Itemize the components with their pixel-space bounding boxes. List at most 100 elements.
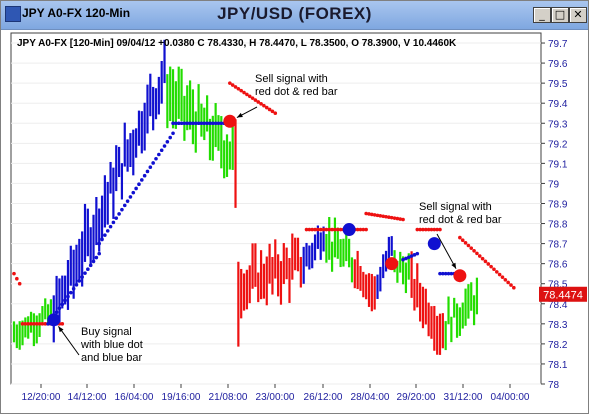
window-title: JPY A0-FX 120-Min xyxy=(22,6,131,20)
stop-dot xyxy=(12,271,16,276)
stop-dot xyxy=(483,259,488,264)
stop-dot xyxy=(372,213,377,217)
stop-dot xyxy=(137,182,141,186)
stop-dot xyxy=(256,100,261,104)
stop-dot xyxy=(503,278,508,282)
sell-signal-dot xyxy=(453,269,467,283)
stop-dot xyxy=(213,121,218,126)
maximize-button[interactable]: □ xyxy=(551,7,569,23)
stop-dot xyxy=(247,94,252,99)
x-tick-label: 16/04:00 xyxy=(115,392,154,403)
stop-dot xyxy=(506,280,510,285)
y-tick-label: 78.3 xyxy=(548,320,568,331)
stop-dot xyxy=(66,294,70,299)
stop-dot xyxy=(57,306,62,311)
y-tick-label: 79.1 xyxy=(548,159,568,170)
stop-dot xyxy=(23,322,28,326)
y-tick-label: 78.1 xyxy=(548,360,568,371)
x-axis: 12/20:00 14/12:00 16/04:00 19/16:00 21/08:00… xyxy=(22,384,530,403)
stop-dot xyxy=(208,121,212,126)
stop-dot xyxy=(381,214,386,219)
stop-dot xyxy=(435,227,439,232)
stop-dot xyxy=(321,227,326,232)
stop-dot xyxy=(168,135,172,140)
x-tick-label: 26/12:00 xyxy=(304,392,343,403)
stop-dot xyxy=(86,267,90,272)
stop-dot xyxy=(500,275,505,279)
stop-dot xyxy=(15,276,19,281)
stop-dot xyxy=(389,215,394,220)
stop-dot xyxy=(512,285,516,290)
stop-dot xyxy=(307,227,312,232)
stop-dot xyxy=(333,227,337,232)
title-bar[interactable]: JPY A0-FX 120-Min JPY/USD (FOREX) _ □ ✕ xyxy=(1,1,588,30)
stop-dot xyxy=(174,121,178,126)
stop-dot xyxy=(83,271,87,275)
stop-dot xyxy=(140,178,144,182)
annotation-arrowhead xyxy=(58,326,64,333)
y-tick-label: 78.7 xyxy=(548,240,568,251)
stop-dot xyxy=(40,322,45,326)
stop-dot xyxy=(267,107,272,112)
y-tick-label: 79.5 xyxy=(548,79,568,90)
stop-dot xyxy=(54,310,59,314)
x-tick-label: 21/08:00 xyxy=(209,392,248,403)
stop-dot xyxy=(216,121,221,126)
stop-dot xyxy=(262,103,266,108)
x-tick-label: 19/16:00 xyxy=(162,392,201,403)
stop-dot xyxy=(432,227,437,232)
price-bars xyxy=(12,39,479,355)
stop-dot xyxy=(404,256,408,261)
stop-dot xyxy=(426,227,431,232)
stop-dot xyxy=(313,227,317,232)
stop-dot xyxy=(375,213,380,218)
stop-dot xyxy=(338,227,343,232)
signal-markers xyxy=(47,114,467,327)
x-tick-label: 23/00:00 xyxy=(256,392,295,403)
close-button[interactable]: ✕ xyxy=(569,7,587,23)
stop-dot xyxy=(125,199,130,203)
stop-dot xyxy=(489,264,493,269)
minimize-button[interactable]: _ xyxy=(533,7,551,23)
x-tick-label: 12/20:00 xyxy=(22,392,61,403)
stop-dot xyxy=(401,217,405,222)
stop-dot xyxy=(17,281,22,286)
chart-title: JPY/USD (FOREX) xyxy=(217,4,372,23)
stop-dot xyxy=(108,224,113,229)
stop-dot xyxy=(477,254,482,258)
stop-dot xyxy=(495,270,499,274)
stop-dot xyxy=(100,237,104,242)
x-tick-label: 31/12:00 xyxy=(444,392,483,403)
stop-dot xyxy=(26,322,31,326)
stop-dot xyxy=(418,227,422,232)
last-price-tag: 78.4474 xyxy=(539,286,587,302)
stop-dot xyxy=(367,212,371,216)
y-tick-label: 79.3 xyxy=(548,119,568,130)
stop-dot xyxy=(392,216,397,220)
x-tick-label: 29/20:00 xyxy=(397,392,436,403)
stop-dot xyxy=(245,92,249,97)
stop-dot xyxy=(398,217,403,221)
stop-dot xyxy=(196,121,201,126)
stop-dot xyxy=(472,248,476,253)
stop-dot xyxy=(236,86,241,91)
annotation-arrowhead xyxy=(451,262,457,269)
stop-dot xyxy=(128,195,133,199)
stop-dot xyxy=(387,215,391,220)
stop-dot xyxy=(43,322,48,326)
price-chart[interactable]: 78 78.1 78.2 78.3 78.4 78.5 78.6 78.7 78.8 78.9 79… xyxy=(1,30,588,413)
y-tick-label: 79.7 xyxy=(548,39,568,50)
stop-dot xyxy=(148,165,153,170)
y-gridlines xyxy=(11,42,541,385)
sell-signal-dot xyxy=(385,257,399,271)
stop-dot xyxy=(415,227,420,232)
stop-dot xyxy=(318,227,323,232)
y-tick-label: 79.6 xyxy=(548,59,568,70)
stop-dot xyxy=(409,254,414,258)
stop-dot xyxy=(60,322,65,326)
buy-signal-dot xyxy=(47,313,61,327)
stop-dot xyxy=(384,214,388,219)
stop-dot xyxy=(74,283,79,287)
stop-dot xyxy=(492,267,496,272)
